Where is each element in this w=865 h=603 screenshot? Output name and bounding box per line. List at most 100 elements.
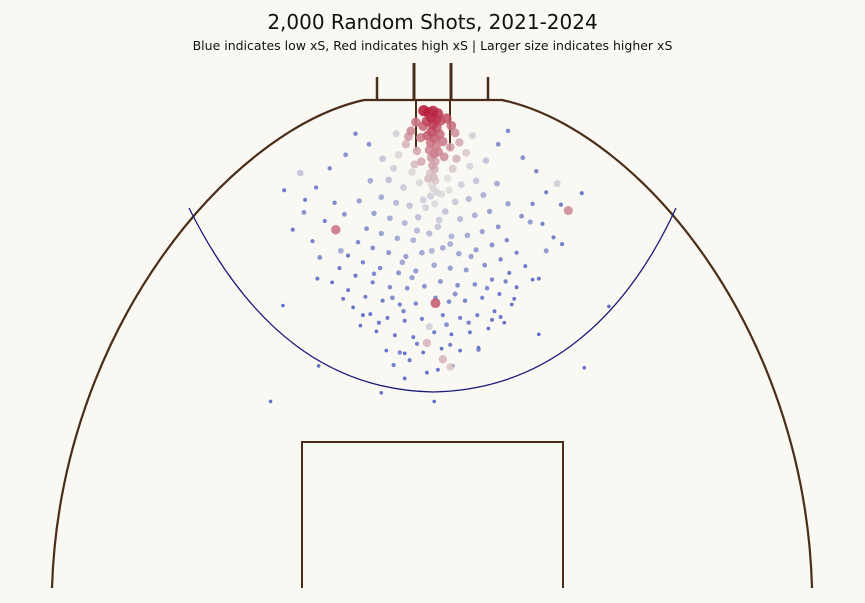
shot-point <box>530 201 535 207</box>
shot-point <box>502 320 507 325</box>
shot-point <box>582 365 587 370</box>
shot-point <box>507 270 512 275</box>
shot-point <box>387 215 393 222</box>
shot-point <box>401 219 408 227</box>
shot-point <box>410 160 419 169</box>
shot-point <box>419 316 424 321</box>
shot-point <box>486 208 493 215</box>
shot-point <box>281 303 285 308</box>
shot-point <box>390 164 398 172</box>
centre-square <box>301 441 564 588</box>
shot-point <box>505 128 511 134</box>
shot-point <box>489 277 495 282</box>
shot-point <box>435 216 443 224</box>
shot-point <box>466 162 474 170</box>
shot-point <box>514 285 519 290</box>
shot-point <box>439 346 444 351</box>
shot-point <box>360 260 366 265</box>
shot-point <box>385 176 392 183</box>
shot-point <box>412 146 422 156</box>
shot-point <box>482 157 490 164</box>
shot-point <box>458 348 462 353</box>
shot-point <box>426 230 433 237</box>
shot-point <box>440 312 445 318</box>
shot-point <box>456 215 464 223</box>
shot-point <box>409 275 415 281</box>
shot-point <box>367 177 374 184</box>
shot-point <box>480 192 487 199</box>
shot-point <box>341 296 346 301</box>
shot-point <box>327 166 332 171</box>
shot-point <box>448 164 457 173</box>
shot-points <box>268 105 611 404</box>
shot-point <box>411 117 421 127</box>
shot-point <box>442 208 449 215</box>
shot-point <box>406 126 416 136</box>
shot-point <box>427 192 434 200</box>
shot-point <box>462 298 468 303</box>
shot-point <box>451 198 459 206</box>
shot-point <box>447 241 454 248</box>
shot-point <box>391 362 396 368</box>
shot-point <box>503 279 508 284</box>
shot-point <box>445 142 455 152</box>
shot-point <box>303 197 308 202</box>
shot-point <box>534 168 539 174</box>
shot-point <box>337 266 342 271</box>
shot-point <box>456 250 462 257</box>
shot-point <box>435 367 440 372</box>
shot-point <box>356 198 362 204</box>
shot-point <box>332 200 337 206</box>
shot-point <box>486 326 491 331</box>
shot-point <box>413 301 419 306</box>
shot-point <box>317 255 323 260</box>
shot-point <box>429 149 439 159</box>
shot-point <box>492 309 497 314</box>
shot-point <box>346 288 351 293</box>
shot-point <box>417 157 426 166</box>
shot-point <box>467 330 472 335</box>
shot-point <box>406 202 413 209</box>
shot-point <box>479 228 485 235</box>
shot-point <box>432 399 437 404</box>
shot-point <box>523 264 528 269</box>
shot-point <box>400 184 407 191</box>
shot-point <box>379 155 386 162</box>
shot-point <box>449 332 454 337</box>
shot-point <box>457 181 465 189</box>
shot-point <box>410 237 417 244</box>
shot-point <box>401 140 411 149</box>
shot-point <box>415 214 422 221</box>
shot-point <box>444 174 452 183</box>
shot-point <box>544 190 549 195</box>
chart-subtitle: Blue indicates low xS, Red indicates hig… <box>192 38 673 53</box>
shot-point <box>402 376 407 381</box>
shot-point <box>475 313 480 318</box>
shot-point <box>437 278 443 285</box>
shot-point <box>363 294 368 299</box>
shot-point <box>387 284 393 290</box>
shot-point <box>450 128 460 138</box>
shot-point <box>504 237 510 243</box>
shot-point <box>337 247 344 254</box>
shot-point <box>301 209 307 215</box>
shot-point <box>414 341 420 346</box>
shot-point <box>476 347 481 352</box>
shot-point <box>607 304 611 309</box>
shot-point <box>428 247 435 254</box>
shot-point <box>428 161 437 170</box>
shot-point <box>379 390 384 395</box>
shot-point <box>404 285 410 291</box>
shot-point <box>431 262 437 268</box>
shot-point <box>413 227 421 234</box>
shot-point <box>498 257 503 262</box>
shot-point <box>358 323 363 328</box>
shot-point <box>401 308 406 314</box>
shot-point <box>390 295 395 301</box>
shot-point <box>403 253 409 260</box>
shot-point <box>310 239 315 244</box>
shot-point <box>380 298 385 303</box>
shot-point <box>314 185 319 190</box>
shot-point <box>527 219 533 225</box>
shot-point <box>282 188 287 193</box>
